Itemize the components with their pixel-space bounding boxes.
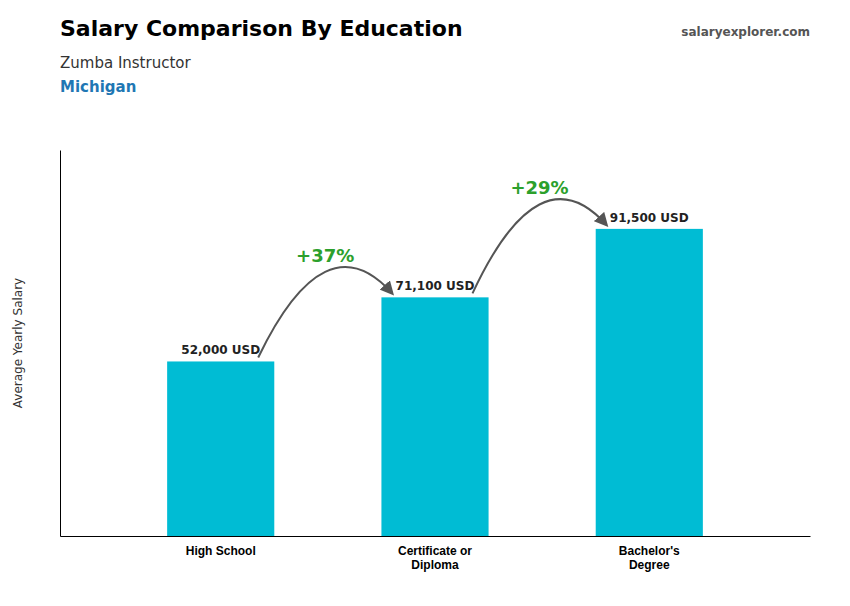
subtitle: Zumba Instructor bbox=[60, 54, 191, 72]
y-axis-line bbox=[60, 151, 61, 537]
x-tick-label-line: Diploma bbox=[411, 558, 459, 572]
x-axis: High School Certificate orDiploma Bachelor… bbox=[61, 536, 811, 572]
x-tick: High School bbox=[186, 536, 256, 558]
x-tick-label-line: Degree bbox=[629, 558, 670, 572]
growth-arrow bbox=[258, 267, 392, 357]
x-tick: Certificate orDiploma bbox=[398, 536, 472, 572]
title: Salary Comparison By Education bbox=[60, 16, 463, 41]
subtitle: Michigan bbox=[60, 78, 136, 96]
bar bbox=[381, 297, 488, 536]
annotation: +29% bbox=[510, 177, 568, 198]
x-tick-label: Bachelor'sDegree bbox=[619, 544, 680, 572]
annotations: +37% +29% bbox=[258, 177, 606, 357]
x-axis-line bbox=[61, 536, 811, 537]
growth-arrow bbox=[473, 199, 607, 293]
chart: Salary Comparison By Education Zumba Inst… bbox=[0, 0, 850, 606]
annotation: +37% bbox=[296, 245, 354, 266]
plot: High School Certificate orDiploma Bachelor… bbox=[61, 151, 811, 572]
bar bbox=[167, 361, 274, 536]
bar bbox=[596, 229, 703, 536]
data-label: 91,500 USD bbox=[610, 211, 689, 225]
data-labels: 52,000 USD 71,100 USD 91,500 USD bbox=[181, 211, 688, 358]
data-label: 71,100 USD bbox=[396, 279, 475, 293]
bars bbox=[167, 229, 703, 536]
x-tick-label-line: Certificate or bbox=[398, 544, 472, 558]
y-axis-title: Average Yearly Salary bbox=[11, 278, 25, 408]
x-tick-label: Certificate orDiploma bbox=[398, 544, 472, 572]
x-tick-label: High School bbox=[186, 544, 256, 558]
x-tick: Bachelor'sDegree bbox=[619, 536, 680, 572]
brand: salaryexplorer.com bbox=[681, 25, 810, 39]
y-axis bbox=[60, 151, 61, 537]
x-tick-label-line: High School bbox=[186, 544, 256, 558]
data-label: 52,000 USD bbox=[181, 343, 260, 357]
x-tick-label-line: Bachelor's bbox=[619, 544, 680, 558]
